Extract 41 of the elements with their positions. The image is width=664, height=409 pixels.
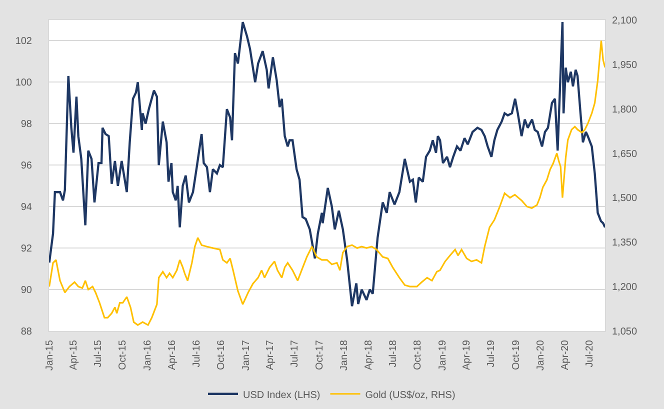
y-tick-label: 90 [20,285,32,296]
x-tick-label: Oct-18 [412,340,424,370]
x-tick-label: Oct-15 [118,340,129,370]
y2-tick-label: 2,100 [612,16,638,26]
y-tick-label: 92 [20,244,32,255]
x-tick-label: Jan-20 [536,340,547,371]
x-tick-label: Jul-17 [290,340,301,368]
x-tick-label: Jan-18 [339,340,350,371]
x-tick-label: Jul-19 [486,340,498,368]
x-tick-label: Jan-16 [142,340,154,371]
y-tick-label: 102 [15,36,32,48]
y2-tick-label: 1,950 [612,60,638,71]
y2-tick-label: 1,200 [612,282,638,294]
x-tick-label: Jul-16 [191,340,202,368]
x-tick-label: Apr-17 [265,340,276,370]
x-tick-label: Jan-19 [437,340,448,371]
x-tick-label: Jul-15 [92,340,104,368]
y-tick-label: 100 [15,78,32,89]
x-tick-label: Jul-18 [388,340,399,368]
y2-tick-label: 1,500 [612,193,638,204]
x-tick-label: Jul-20 [584,340,596,368]
y2-tick-label: 1,800 [612,104,638,116]
y-tick-label: 88 [20,326,32,338]
x-tick-label: Oct-16 [216,340,228,370]
y2-tick-label: 1,050 [612,326,638,338]
legend-label: Gold (US$/oz, RHS) [365,390,456,401]
x-tick-label: Apr-15 [68,340,80,370]
y-tick-label: 98 [20,119,32,130]
x-tick-label: Apr-16 [166,340,178,370]
x-tick-label: Jan-15 [44,340,56,371]
y-tick-label: 94 [20,202,32,214]
y2-tick-label: 1,350 [612,238,638,249]
x-tick-label: Oct-17 [314,340,326,370]
y2-tick-label: 1,650 [612,148,638,160]
x-tick-label: Oct-19 [510,340,522,370]
x-tick-label: Apr-19 [462,340,473,370]
legend-label: USD Index (LHS) [243,390,320,401]
x-tick-label: Jan-17 [240,340,252,371]
y-tick-label: 96 [20,160,32,172]
x-tick-label: Apr-18 [363,340,374,370]
x-tick-label: Apr-20 [560,340,572,370]
